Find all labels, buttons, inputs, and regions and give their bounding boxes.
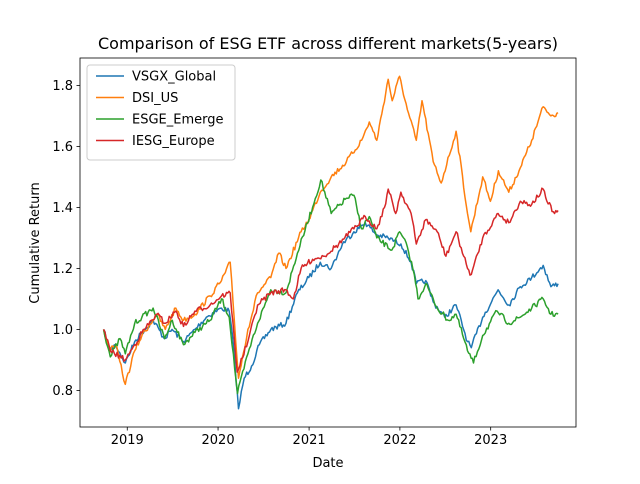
axes: 2019 2020 2021 2022 2023 0.8 1.0 1.2 1.4 1.6 1.8: [52, 57, 577, 448]
x-tick-label: 2022: [383, 433, 416, 448]
legend-box: [86, 64, 236, 161]
y-tick-label: 1.2: [52, 262, 73, 277]
plot-lines: [102, 75, 559, 410]
chart-title: Comparison of ESG ETF across different m…: [98, 34, 558, 53]
series-line-iesg-europe: [102, 187, 559, 373]
y-axis-label: Cumulative Return: [28, 182, 43, 303]
y-tick-label: 1.8: [52, 79, 73, 94]
series-line-dsi-us: [102, 75, 559, 386]
legend-label: ESGE_Emerge: [132, 113, 224, 128]
legend-label: VSGX_Global: [132, 70, 216, 85]
x-tick-label: 2020: [202, 433, 235, 448]
legend-label: DSI_US: [132, 91, 178, 106]
series-line-esge-emerge: [102, 179, 559, 395]
x-axis-label: Date: [312, 456, 343, 471]
x-tick-label: 2023: [474, 433, 507, 448]
plot-frame: [79, 57, 577, 428]
y-tick-label: 0.8: [52, 384, 73, 399]
legend-label: IESG_Europe: [132, 134, 215, 149]
y-tick-label: 1.4: [52, 201, 73, 216]
x-tick-label: 2021: [293, 433, 326, 448]
y-tick-label: 1.6: [52, 140, 73, 155]
legend: VSGX_Global DSI_US ESGE_Emerge IESG_Europe: [86, 64, 236, 161]
y-tick-label: 1.0: [52, 323, 73, 338]
x-tick-label: 2019: [111, 433, 144, 448]
